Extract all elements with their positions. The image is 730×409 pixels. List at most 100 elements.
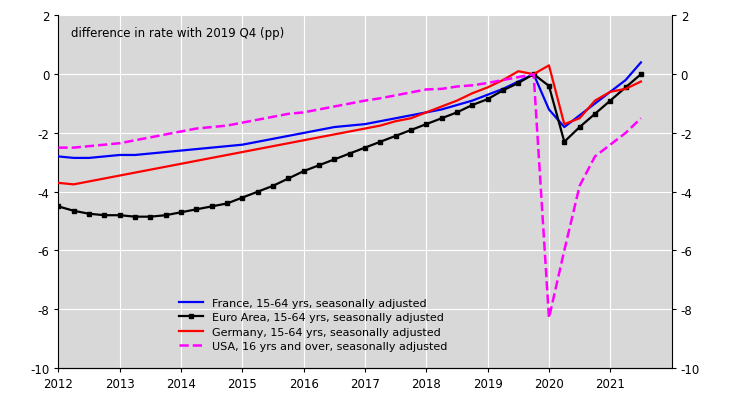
Euro Area, 15-64 yrs, seasonally adjusted: [376, 140, 385, 145]
Germany, 15-64 yrs, seasonally adjusted: [637, 80, 645, 85]
Text: difference in rate with 2019 Q4 (pp): difference in rate with 2019 Q4 (pp): [71, 27, 284, 40]
France, 15-64 yrs, seasonally adjusted: [85, 156, 93, 161]
USA, 16 yrs and over, seasonally adjusted: [483, 81, 492, 86]
France, 15-64 yrs, seasonally adjusted: [146, 152, 155, 157]
France, 15-64 yrs, seasonally adjusted: [361, 122, 369, 127]
USA, 16 yrs and over, seasonally adjusted: [253, 118, 262, 123]
France, 15-64 yrs, seasonally adjusted: [345, 124, 354, 129]
Germany, 15-64 yrs, seasonally adjusted: [468, 92, 477, 97]
Germany, 15-64 yrs, seasonally adjusted: [238, 150, 247, 155]
France, 15-64 yrs, seasonally adjusted: [269, 137, 277, 142]
France, 15-64 yrs, seasonally adjusted: [207, 146, 216, 151]
Germany, 15-64 yrs, seasonally adjusted: [483, 86, 492, 91]
USA, 16 yrs and over, seasonally adjusted: [560, 248, 569, 253]
Euro Area, 15-64 yrs, seasonally adjusted: [468, 103, 477, 108]
Euro Area, 15-64 yrs, seasonally adjusted: [207, 204, 216, 209]
Euro Area, 15-64 yrs, seasonally adjusted: [177, 210, 185, 215]
Euro Area, 15-64 yrs, seasonally adjusted: [606, 99, 615, 104]
Germany, 15-64 yrs, seasonally adjusted: [269, 144, 277, 149]
USA, 16 yrs and over, seasonally adjusted: [161, 133, 170, 137]
USA, 16 yrs and over, seasonally adjusted: [637, 117, 645, 121]
USA, 16 yrs and over, seasonally adjusted: [545, 316, 553, 321]
France, 15-64 yrs, seasonally adjusted: [253, 140, 262, 145]
Germany, 15-64 yrs, seasonally adjusted: [253, 147, 262, 152]
Euro Area, 15-64 yrs, seasonally adjusted: [407, 128, 415, 133]
France, 15-64 yrs, seasonally adjusted: [54, 155, 63, 160]
Germany, 15-64 yrs, seasonally adjusted: [192, 159, 201, 164]
Germany, 15-64 yrs, seasonally adjusted: [69, 182, 78, 187]
Germany, 15-64 yrs, seasonally adjusted: [361, 127, 369, 132]
France, 15-64 yrs, seasonally adjusted: [315, 128, 323, 133]
France, 15-64 yrs, seasonally adjusted: [591, 102, 599, 107]
France, 15-64 yrs, seasonally adjusted: [223, 144, 231, 149]
Germany, 15-64 yrs, seasonally adjusted: [54, 181, 63, 186]
USA, 16 yrs and over, seasonally adjusted: [407, 91, 415, 96]
USA, 16 yrs and over, seasonally adjusted: [69, 146, 78, 151]
Germany, 15-64 yrs, seasonally adjusted: [177, 162, 185, 167]
Euro Area, 15-64 yrs, seasonally adjusted: [361, 146, 369, 151]
Euro Area, 15-64 yrs, seasonally adjusted: [575, 125, 584, 130]
USA, 16 yrs and over, seasonally adjusted: [238, 121, 247, 126]
Euro Area, 15-64 yrs, seasonally adjusted: [545, 84, 553, 89]
Germany, 15-64 yrs, seasonally adjusted: [223, 153, 231, 158]
USA, 16 yrs and over, seasonally adjusted: [591, 155, 599, 160]
Euro Area, 15-64 yrs, seasonally adjusted: [269, 184, 277, 189]
Germany, 15-64 yrs, seasonally adjusted: [85, 180, 93, 184]
Euro Area, 15-64 yrs, seasonally adjusted: [591, 112, 599, 117]
USA, 16 yrs and over, seasonally adjusted: [345, 102, 354, 107]
France, 15-64 yrs, seasonally adjusted: [453, 103, 461, 108]
France, 15-64 yrs, seasonally adjusted: [483, 93, 492, 98]
Germany, 15-64 yrs, seasonally adjusted: [131, 171, 139, 175]
France, 15-64 yrs, seasonally adjusted: [376, 119, 385, 124]
Euro Area, 15-64 yrs, seasonally adjusted: [238, 196, 247, 200]
Germany, 15-64 yrs, seasonally adjusted: [591, 99, 599, 104]
USA, 16 yrs and over, seasonally adjusted: [499, 79, 507, 83]
Germany, 15-64 yrs, seasonally adjusted: [575, 117, 584, 121]
France, 15-64 yrs, seasonally adjusted: [437, 108, 446, 112]
France, 15-64 yrs, seasonally adjusted: [407, 114, 415, 119]
Euro Area, 15-64 yrs, seasonally adjusted: [514, 81, 523, 86]
USA, 16 yrs and over, seasonally adjusted: [437, 87, 446, 92]
Euro Area, 15-64 yrs, seasonally adjusted: [529, 72, 538, 77]
Euro Area, 15-64 yrs, seasonally adjusted: [560, 140, 569, 145]
USA, 16 yrs and over, seasonally adjusted: [115, 142, 124, 146]
Germany, 15-64 yrs, seasonally adjusted: [100, 177, 109, 182]
France, 15-64 yrs, seasonally adjusted: [422, 111, 431, 116]
Line: Germany, 15-64 yrs, seasonally adjusted: Germany, 15-64 yrs, seasonally adjusted: [58, 66, 641, 185]
Euro Area, 15-64 yrs, seasonally adjusted: [69, 209, 78, 214]
France, 15-64 yrs, seasonally adjusted: [637, 61, 645, 66]
Euro Area, 15-64 yrs, seasonally adjusted: [299, 169, 308, 174]
Germany, 15-64 yrs, seasonally adjusted: [330, 133, 339, 137]
USA, 16 yrs and over, seasonally adjusted: [529, 72, 538, 77]
USA, 16 yrs and over, seasonally adjusted: [376, 97, 385, 101]
Germany, 15-64 yrs, seasonally adjusted: [146, 168, 155, 173]
Euro Area, 15-64 yrs, seasonally adjusted: [391, 134, 400, 139]
Germany, 15-64 yrs, seasonally adjusted: [453, 99, 461, 104]
USA, 16 yrs and over, seasonally adjusted: [330, 105, 339, 110]
Euro Area, 15-64 yrs, seasonally adjusted: [437, 117, 446, 121]
USA, 16 yrs and over, seasonally adjusted: [514, 75, 523, 80]
USA, 16 yrs and over, seasonally adjusted: [54, 146, 63, 151]
Euro Area, 15-64 yrs, seasonally adjusted: [315, 163, 323, 169]
USA, 16 yrs and over, seasonally adjusted: [315, 108, 323, 112]
Euro Area, 15-64 yrs, seasonally adjusted: [146, 215, 155, 220]
Germany, 15-64 yrs, seasonally adjusted: [391, 119, 400, 124]
France, 15-64 yrs, seasonally adjusted: [161, 150, 170, 155]
Euro Area, 15-64 yrs, seasonally adjusted: [330, 157, 339, 162]
France, 15-64 yrs, seasonally adjusted: [69, 156, 78, 161]
Euro Area, 15-64 yrs, seasonally adjusted: [253, 190, 262, 195]
USA, 16 yrs and over, seasonally adjusted: [192, 127, 201, 132]
Euro Area, 15-64 yrs, seasonally adjusted: [483, 97, 492, 102]
France, 15-64 yrs, seasonally adjusted: [621, 79, 630, 83]
Germany, 15-64 yrs, seasonally adjusted: [621, 87, 630, 92]
Euro Area, 15-64 yrs, seasonally adjusted: [192, 207, 201, 212]
Germany, 15-64 yrs, seasonally adjusted: [422, 111, 431, 116]
Germany, 15-64 yrs, seasonally adjusted: [345, 130, 354, 135]
Germany, 15-64 yrs, seasonally adjusted: [514, 70, 523, 74]
Germany, 15-64 yrs, seasonally adjusted: [407, 117, 415, 121]
USA, 16 yrs and over, seasonally adjusted: [299, 111, 308, 116]
France, 15-64 yrs, seasonally adjusted: [514, 80, 523, 85]
Germany, 15-64 yrs, seasonally adjusted: [299, 139, 308, 144]
France, 15-64 yrs, seasonally adjusted: [192, 147, 201, 152]
Germany, 15-64 yrs, seasonally adjusted: [161, 165, 170, 170]
